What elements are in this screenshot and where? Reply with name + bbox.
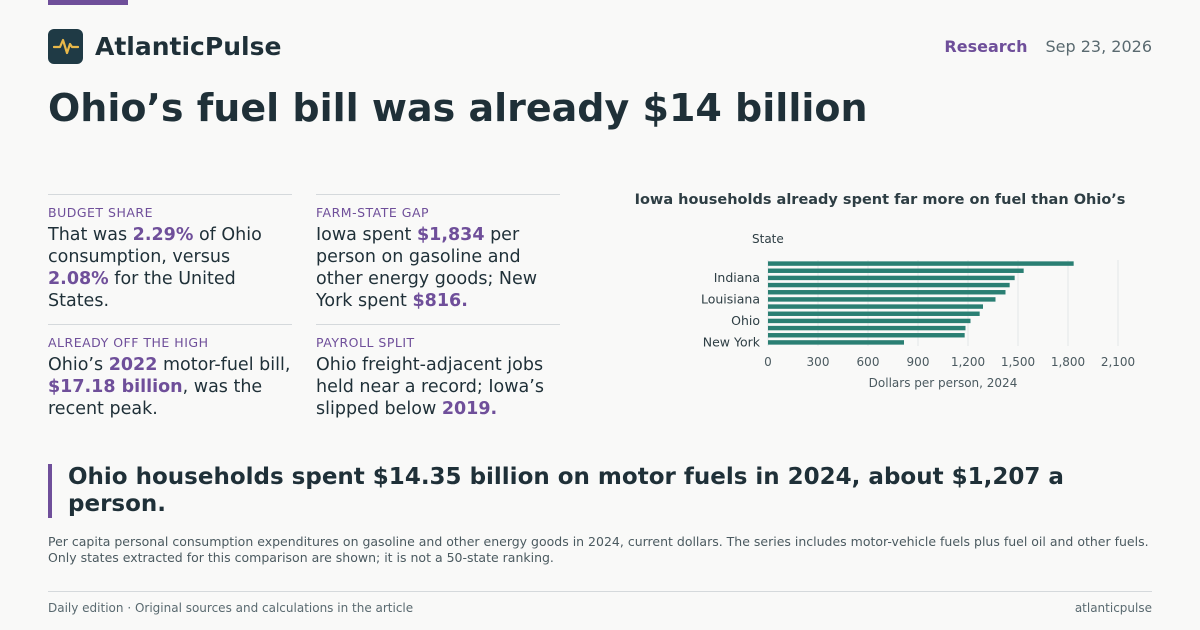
bar <box>768 275 1015 281</box>
stat-text: That was 2.29% of Ohio consumption, vers… <box>48 224 292 312</box>
stat-highlight: 2019. <box>441 399 498 419</box>
bar <box>768 318 971 324</box>
stat-card: PAYROLL SPLIT Ohio freight-adjacent jobs … <box>316 324 560 454</box>
stat-card: FARM-STATE GAP Iowa spent $1,834 per pers… <box>316 194 560 324</box>
stat-label: PAYROLL SPLIT <box>316 335 415 350</box>
pulse-icon <box>48 28 83 64</box>
stat-text-part: Iowa spent <box>316 225 417 245</box>
stat-text-part: That was <box>48 225 133 245</box>
tick-label: 300 <box>807 355 830 369</box>
footer-left: Daily edition · Original sources and cal… <box>48 601 414 615</box>
section-link[interactable]: Research <box>944 36 1028 56</box>
bar <box>768 290 1006 295</box>
category-label: Louisiana <box>701 291 760 306</box>
category-label: Indiana <box>714 270 760 285</box>
tick-label: 900 <box>907 355 930 369</box>
tick-label: 600 <box>857 355 880 369</box>
chart-title: Iowa households already spent far more o… <box>634 192 1126 208</box>
stat-text-part: of Ohio consumption, versus <box>48 225 262 267</box>
brand-name: AtlanticPulse <box>95 31 282 61</box>
bar <box>768 333 965 338</box>
stat-text-part: Ohio freight-adjacent jobs held near a r… <box>316 355 544 419</box>
stat-label: ALREADY OFF THE HIGH <box>48 335 209 350</box>
footer-right[interactable]: atlanticpulse <box>1074 601 1152 615</box>
bar-chart: Iowa households already spent far more o… <box>600 186 1160 406</box>
bar <box>768 261 1074 266</box>
stat-card: ALREADY OFF THE HIGH Ohio’s 2022 motor-fu… <box>48 324 292 454</box>
stat-highlight: $17.18 billion <box>48 377 183 397</box>
stat-text-part: per person on gasoline and other energy … <box>316 225 538 311</box>
tick-label: 0 <box>764 355 772 369</box>
bar <box>768 268 1024 273</box>
stat-text-part: for the United States. <box>48 269 236 311</box>
tick-label: 1,500 <box>1001 355 1035 369</box>
bar <box>768 340 904 345</box>
stat-text: Iowa spent $1,834 per person on gasoline… <box>316 224 560 312</box>
stat-label: FARM-STATE GAP <box>316 205 430 220</box>
stat-text: Ohio freight-adjacent jobs held near a r… <box>316 354 560 420</box>
y-axis-title: State <box>752 232 784 246</box>
stat-card: BUDGET SHARE That was 2.29% of Ohio consu… <box>48 194 292 324</box>
bar <box>768 311 980 316</box>
stat-highlight: 2.08% <box>48 269 109 289</box>
stat-grid: BUDGET SHARE That was 2.29% of Ohio consu… <box>48 194 560 454</box>
accent-bar <box>48 0 128 5</box>
stat-text-part: motor-fuel bill, <box>157 355 291 375</box>
bar <box>768 282 1010 288</box>
stat-highlight: $816. <box>412 291 468 311</box>
headline: Ohio’s fuel bill was already $14 billion <box>48 86 868 130</box>
publish-date: Sep 23, 2026 <box>1045 36 1153 56</box>
footer: Daily edition · Original sources and cal… <box>48 591 1152 615</box>
stat-highlight: $1,834 <box>416 225 485 245</box>
stat-text-part: , was the recent peak. <box>48 377 263 419</box>
brand[interactable]: AtlanticPulse <box>48 28 282 64</box>
category-label: New York <box>703 334 761 349</box>
x-axis-title: Dollars per person, 2024 <box>869 376 1018 390</box>
bar <box>768 297 996 302</box>
category-label: Ohio <box>731 313 760 328</box>
tick-label: 1,800 <box>1051 355 1085 369</box>
bar <box>768 304 983 309</box>
pull-quote: Ohio households spent $14.35 billion on … <box>48 464 1152 518</box>
tick-label: 1,200 <box>951 355 985 369</box>
stat-highlight: 2.29% <box>132 225 194 245</box>
stat-text: Ohio’s 2022 motor-fuel bill, $17.18 bill… <box>48 354 292 420</box>
stat-text-part: Ohio’s <box>48 355 109 375</box>
stat-label: BUDGET SHARE <box>48 205 154 220</box>
bar <box>768 325 966 331</box>
chart-note: Per capita personal consumption expendit… <box>48 534 1149 565</box>
tick-label: 2,100 <box>1101 355 1135 369</box>
site-header: AtlanticPulse Research Sep 23, 2026 <box>48 28 1152 64</box>
stat-highlight: 2022 <box>108 355 158 375</box>
